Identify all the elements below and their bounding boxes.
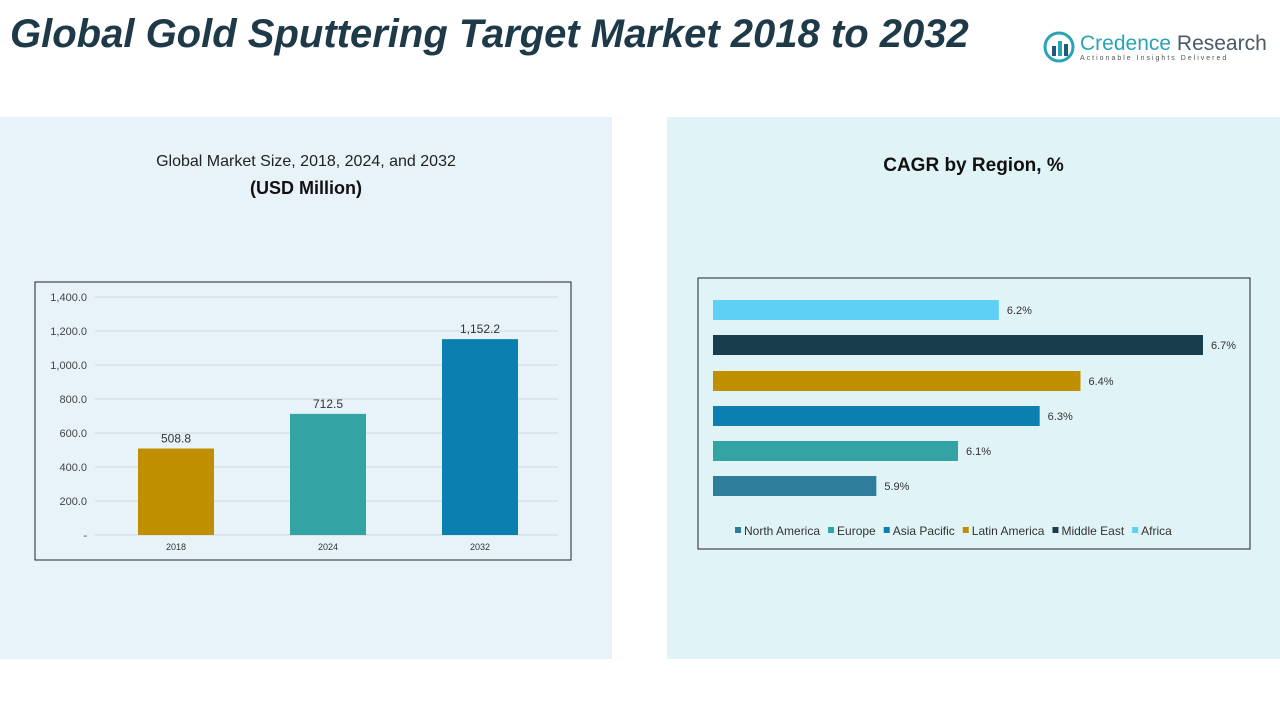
logo: Credence Research Actionable Insights De… (1042, 30, 1267, 64)
legend-item: Asia Pacific (893, 524, 955, 538)
y-tick-label: - (83, 530, 87, 542)
bar-value-label: 508.8 (161, 432, 191, 446)
bar-latin-america (713, 371, 1081, 391)
bar-2032 (442, 339, 518, 535)
legend-item: Africa (1141, 524, 1172, 538)
legend-swatch (828, 527, 835, 533)
legend-swatch (883, 527, 890, 533)
right-chart-title: CAGR by Region, % (883, 155, 1064, 176)
bar-value-label: 712.5 (313, 397, 343, 411)
bar-2024 (290, 413, 366, 535)
y-tick-label: 800.0 (59, 394, 87, 406)
logo-name-b: Research (1171, 31, 1267, 55)
legend-swatch (735, 527, 741, 533)
bar-2018 (138, 448, 214, 535)
legend-item: Middle East (1061, 524, 1124, 538)
left-chart-subtitle: (USD Million) (250, 178, 362, 198)
y-tick-label: 400.0 (59, 462, 87, 474)
legend-swatch (1052, 527, 1059, 533)
y-tick-label: 200.0 (59, 496, 87, 508)
bar-value-label: 5.9% (884, 481, 909, 493)
y-tick-label: 600.0 (59, 428, 87, 440)
x-tick-label: 2018 (166, 542, 186, 552)
bar-north-america (713, 476, 877, 496)
bar-value-label: 6.4% (1089, 376, 1114, 388)
legend-swatch (962, 527, 969, 533)
y-tick-label: 1,400.0 (50, 292, 87, 304)
legend-item: North America (744, 524, 820, 538)
legend-item: Latin America (972, 524, 1045, 538)
bar-value-label: 6.3% (1048, 411, 1073, 423)
bar-africa (713, 300, 999, 320)
bar-value-label: 1,152.2 (460, 322, 500, 336)
bar-value-label: 6.2% (1007, 305, 1032, 317)
logo-chart-icon (1043, 31, 1075, 63)
x-tick-label: 2032 (470, 542, 490, 552)
legend-item: Europe (837, 524, 876, 538)
bar-value-label: 6.7% (1211, 340, 1236, 352)
bar-europe (713, 441, 958, 461)
logo-tagline: Actionable Insights Delivered (1080, 54, 1229, 62)
page-title: Global Gold Sputtering Target Market 201… (10, 12, 969, 56)
y-tick-label: 1,200.0 (50, 326, 87, 338)
bar-asia-pacific (713, 406, 1040, 426)
bar-middle-east (713, 335, 1203, 355)
bar-value-label: 6.1% (966, 446, 991, 458)
logo-name: Credence (1080, 31, 1172, 55)
x-tick-label: 2024 (318, 542, 338, 552)
left-chart-title: Global Market Size, 2018, 2024, and 2032 (156, 153, 456, 170)
y-tick-label: 1,000.0 (50, 360, 87, 372)
legend-swatch (1132, 527, 1139, 533)
